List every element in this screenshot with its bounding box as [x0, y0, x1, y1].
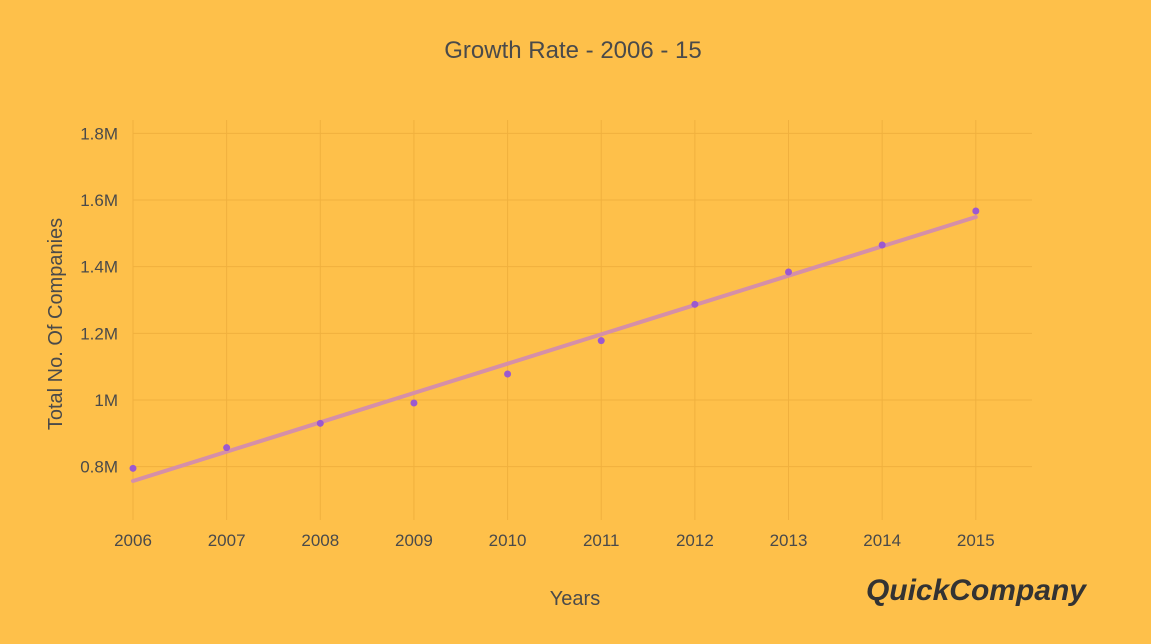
- x-axis-ticks: 2006 2007 2008 2009 2010 2011 2012 2013 2014 2015: [114, 531, 995, 550]
- y-tick-label: 1M: [94, 391, 118, 410]
- y-axis-label: Total No. Of Companies: [45, 218, 67, 430]
- data-point: [972, 207, 980, 215]
- y-tick-label: 1.2M: [80, 324, 118, 343]
- grid: [132, 120, 1032, 520]
- y-tick-label: 1.8M: [80, 124, 118, 143]
- x-tick-label: 2015: [957, 531, 995, 550]
- data-point: [785, 268, 793, 276]
- x-tick-label: 2011: [583, 531, 620, 550]
- quickcompany-logo: QuickCompany: [866, 574, 1087, 607]
- x-tick-label: 2008: [301, 531, 339, 550]
- x-tick-label: 2009: [395, 531, 433, 550]
- chart-title: Growth Rate - 2006 - 15: [444, 37, 701, 64]
- data-point: [223, 444, 231, 452]
- y-tick-label: 1.4M: [80, 258, 118, 277]
- y-tick-label: 1.6M: [80, 191, 118, 210]
- x-tick-label: 2006: [114, 531, 152, 550]
- trend-line-group: [131, 215, 978, 483]
- x-tick-label: 2012: [676, 531, 714, 550]
- data-point: [316, 419, 324, 427]
- x-tick-label: 2013: [770, 531, 808, 550]
- data-point: [691, 300, 699, 308]
- trend-line: [131, 215, 978, 483]
- y-tick-label: 0.8M: [80, 458, 118, 477]
- data-point: [504, 370, 512, 378]
- x-tick-label: 2007: [208, 531, 246, 550]
- data-points: [129, 207, 980, 472]
- data-point: [597, 337, 605, 345]
- x-tick-label: 2010: [489, 531, 527, 550]
- y-axis-ticks: 0.8M 1M 1.2M 1.4M 1.6M 1.8M: [80, 124, 118, 476]
- x-axis-label: Years: [550, 588, 600, 610]
- data-point: [129, 464, 137, 472]
- x-tick-label: 2014: [863, 531, 901, 550]
- data-point: [410, 399, 418, 407]
- data-point: [878, 241, 886, 249]
